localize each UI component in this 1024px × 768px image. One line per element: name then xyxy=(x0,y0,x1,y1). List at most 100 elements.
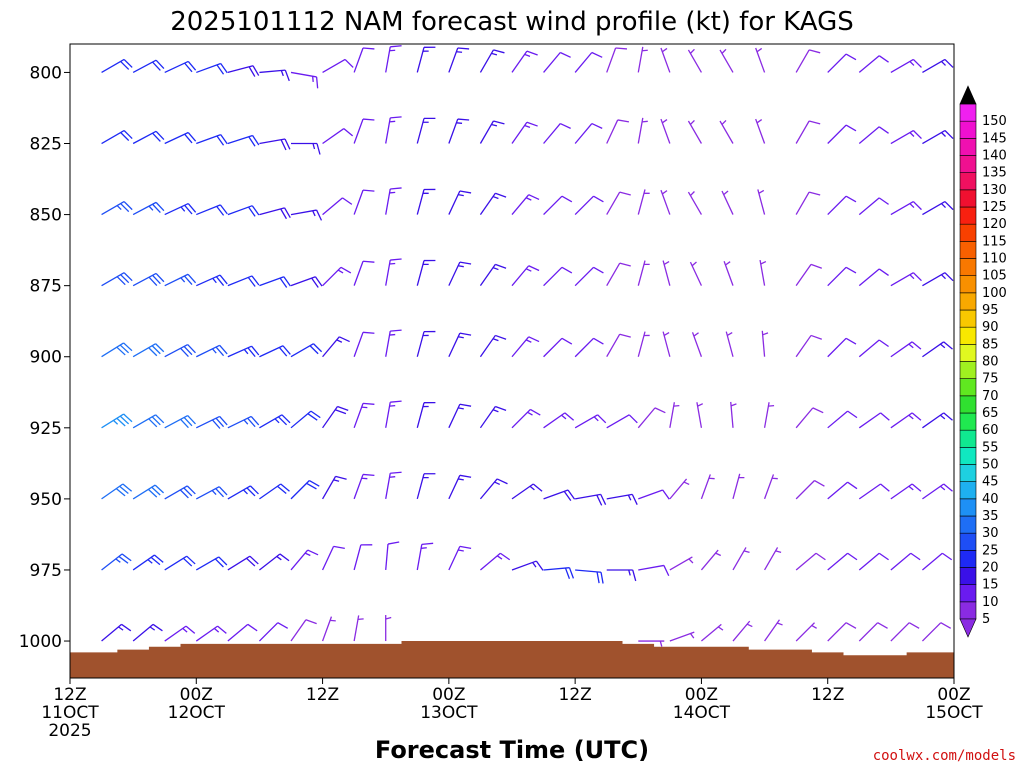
wind-barb xyxy=(922,552,953,571)
wind-barb xyxy=(385,615,392,642)
colorbar-label: 30 xyxy=(982,526,999,541)
colorbar-top-arrow xyxy=(959,85,977,105)
y-tick-label: 850 xyxy=(30,206,62,226)
wind-barb xyxy=(795,191,821,215)
wind-barb xyxy=(763,474,778,500)
wind-barb xyxy=(795,49,821,73)
colorbar-segment xyxy=(959,395,977,414)
wind-barb xyxy=(132,272,165,287)
x-tick-label: 12Z xyxy=(811,685,844,705)
y-tick-label: 975 xyxy=(30,561,62,581)
wind-barb xyxy=(353,402,375,429)
wind-barb xyxy=(511,336,540,358)
wind-barb xyxy=(827,481,858,500)
colorbar-label: 5 xyxy=(982,612,990,627)
wind-barb xyxy=(291,142,321,155)
colorbar-label: 90 xyxy=(982,320,999,335)
colorbar-segment xyxy=(959,223,977,242)
wind-barb xyxy=(795,479,825,500)
wind-barb xyxy=(890,201,922,216)
colorbar-segment xyxy=(959,464,977,482)
wind-barb xyxy=(732,473,745,500)
wind-barb xyxy=(259,345,291,358)
y-tick-label: 950 xyxy=(30,490,62,510)
wind-barb xyxy=(827,124,857,144)
wind-barb xyxy=(858,126,889,145)
wind-barb xyxy=(101,342,133,358)
wind-barb xyxy=(227,275,260,287)
wind-barb xyxy=(385,116,402,144)
wind-barb xyxy=(101,272,133,287)
wind-barb xyxy=(416,46,436,73)
wind-barb xyxy=(259,207,291,220)
wind-barb xyxy=(132,623,163,642)
wind-barb xyxy=(132,201,165,216)
wind-barb xyxy=(385,45,402,73)
wind-barb xyxy=(921,622,952,642)
colorbar-label: 40 xyxy=(982,492,999,507)
wind-barb xyxy=(543,195,573,216)
wind-barb xyxy=(606,47,628,73)
wind-barb xyxy=(890,129,922,145)
wind-barb xyxy=(227,485,259,500)
colorbar-label: 110 xyxy=(982,252,1007,267)
wind-barb xyxy=(689,261,703,286)
wind-barb xyxy=(448,332,472,358)
wind-barb xyxy=(132,59,165,74)
wind-barb xyxy=(101,58,133,73)
x-tick-label: 15OCT xyxy=(925,703,983,723)
wind-barb xyxy=(196,274,228,287)
colorbar-segment xyxy=(959,429,977,448)
wind-barb xyxy=(732,547,750,571)
x-tick-label: 11OCT xyxy=(41,703,99,723)
colorbar-label: 20 xyxy=(982,561,999,576)
colorbar-label: 70 xyxy=(982,389,999,404)
wind-barb xyxy=(416,259,436,286)
wind-barb xyxy=(827,195,857,216)
wind-barb xyxy=(290,410,321,429)
wind-barb xyxy=(827,337,857,358)
wind-barb xyxy=(196,62,228,75)
wind-barb xyxy=(479,49,505,73)
wind-barb xyxy=(164,625,196,642)
wind-barb xyxy=(827,53,857,73)
wind-barb xyxy=(543,122,571,144)
wind-barb xyxy=(353,189,375,215)
wind-barb xyxy=(858,197,889,216)
wind-barb xyxy=(322,475,347,500)
colorbar-segment xyxy=(959,584,977,603)
colorbar-label: 75 xyxy=(982,372,999,387)
colorbar-bottom-arrow xyxy=(959,618,977,638)
wind-barb xyxy=(543,51,571,73)
colorbar-label: 65 xyxy=(982,406,999,421)
wind-barb xyxy=(662,331,671,357)
wind-barb xyxy=(755,47,766,73)
wind-barb xyxy=(227,415,260,429)
wind-barb xyxy=(196,134,228,146)
wind-barb xyxy=(416,401,436,428)
colorbar-segment xyxy=(959,258,977,276)
wind-barb xyxy=(195,486,228,500)
colorbar-segment xyxy=(959,550,977,568)
wind-barb xyxy=(132,484,165,500)
wind-barb xyxy=(606,191,631,215)
wind-barb xyxy=(637,117,648,144)
x-tick-label: 00Z xyxy=(937,685,970,705)
colorbar-label: 35 xyxy=(982,509,999,524)
colorbar-segment xyxy=(959,412,977,431)
wind-barb xyxy=(227,65,260,77)
y-tick-label: 825 xyxy=(30,135,62,155)
wind-barb xyxy=(574,195,604,216)
wind-barb xyxy=(353,544,373,571)
wind-barb xyxy=(662,260,671,286)
wind-barb xyxy=(353,260,375,286)
wind-barb xyxy=(385,471,402,500)
wind-barb xyxy=(322,405,349,429)
colorbar-label: 115 xyxy=(982,234,1007,249)
x-tick-label: 00Z xyxy=(432,685,465,705)
x-tick-label: 00Z xyxy=(685,685,718,705)
wind-barb xyxy=(164,485,196,500)
wind-barb xyxy=(195,556,228,571)
wind-barb xyxy=(669,631,695,642)
